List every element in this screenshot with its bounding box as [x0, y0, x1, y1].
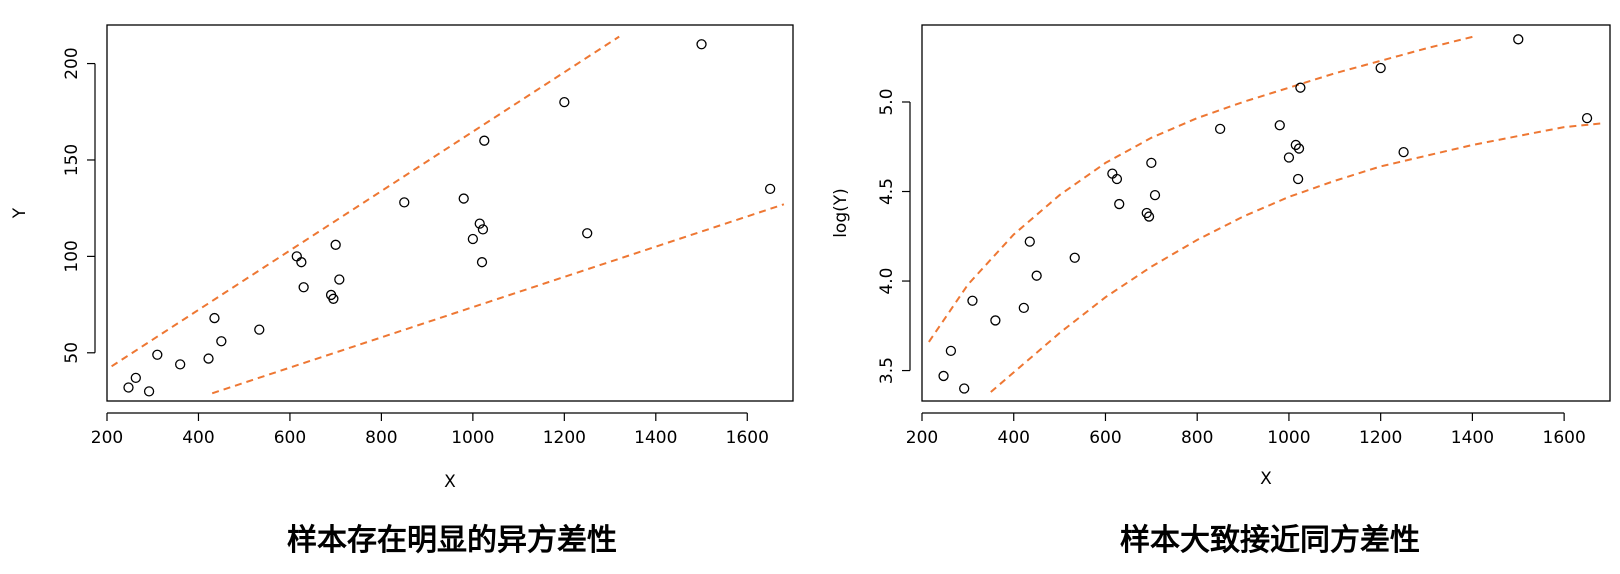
x-tick-label: 800 — [365, 428, 397, 448]
y-tick-label: 200 — [62, 47, 82, 79]
x-tick-label: 400 — [182, 428, 214, 448]
lower-bound-line — [990, 122, 1601, 393]
data-point — [298, 282, 309, 293]
data-point — [1146, 157, 1157, 169]
data-point — [152, 349, 163, 360]
data-point — [328, 293, 339, 304]
data-point — [477, 224, 489, 235]
data-point — [130, 372, 141, 384]
data-point — [945, 345, 957, 357]
data-point — [1114, 198, 1125, 210]
x-tick-label: 1200 — [1359, 428, 1402, 448]
y-tick-label: 50 — [62, 342, 82, 364]
chart-caption: 样本存在明显的异方差性 — [287, 523, 617, 558]
data-point — [203, 353, 214, 364]
data-point — [1031, 270, 1042, 281]
data-point — [1290, 139, 1301, 151]
y-axis-title: log(Y) — [831, 188, 851, 238]
x-tick-label: 1200 — [543, 428, 586, 448]
data-point — [1295, 82, 1306, 93]
data-point — [559, 96, 570, 108]
data-point — [143, 386, 155, 397]
x-tick-label: 1000 — [1267, 428, 1310, 448]
upper-bound-line — [111, 35, 620, 368]
data-point — [1274, 120, 1285, 131]
data-point — [209, 312, 220, 324]
data-point — [334, 274, 345, 285]
x-tick-label: 1400 — [1451, 428, 1494, 448]
data-point — [1513, 34, 1524, 45]
data-point — [764, 183, 776, 195]
y-tick-label: 5.0 — [877, 88, 897, 115]
data-point — [582, 228, 593, 239]
data-point — [1214, 123, 1226, 134]
chart-panel-right: 200 400 600 800 1000 1200 1400 1600 3.5 4.0 4.5 5.0… — [831, 24, 1611, 558]
y-axis-title: Y — [10, 207, 30, 219]
x-tick-label: 1400 — [634, 428, 677, 448]
data-point — [1398, 146, 1409, 158]
chart-caption: 样本大致接近同方差性 — [1120, 523, 1420, 558]
data-point — [938, 370, 949, 382]
data-point — [1018, 302, 1029, 314]
x-axis-title: X — [444, 472, 456, 492]
data-point — [696, 39, 707, 50]
data-point — [959, 383, 970, 394]
data-point — [1283, 152, 1295, 163]
data-point — [330, 239, 341, 250]
y-tick-label: 3.5 — [877, 357, 897, 384]
x-tick-label: 800 — [1181, 428, 1213, 448]
plot-frame — [106, 24, 794, 402]
data-point — [296, 257, 307, 268]
x-axis-title: X — [1260, 469, 1272, 489]
x-tick-label: 200 — [906, 428, 938, 448]
data-point — [990, 315, 1001, 326]
data-point — [175, 359, 186, 370]
data-point — [476, 257, 488, 268]
data-point — [458, 193, 469, 204]
data-point — [474, 218, 485, 229]
x-tick-label: 1600 — [726, 428, 769, 448]
chart-panel-left: 200 400 600 800 1000 1200 1400 1600 50 100 150 200 X… — [10, 24, 794, 558]
data-point — [1292, 173, 1304, 185]
data-point — [254, 324, 265, 335]
lower-bound-line — [211, 203, 785, 395]
x-tick-label: 600 — [274, 428, 306, 448]
data-point — [1293, 143, 1305, 154]
y-tick-label: 150 — [62, 144, 82, 176]
upper-bound-line — [928, 34, 1478, 343]
data-point — [216, 336, 227, 347]
data-point — [467, 233, 479, 245]
data-point — [1149, 189, 1161, 201]
data-point — [291, 251, 302, 262]
data-point — [1111, 173, 1123, 185]
x-tick-label: 1600 — [1543, 428, 1586, 448]
data-point — [967, 295, 978, 306]
y-tick-label: 100 — [62, 240, 82, 272]
plot-frame — [921, 24, 1611, 402]
data-point — [399, 197, 410, 208]
x-tick-label: 600 — [1089, 428, 1121, 448]
data-point — [1581, 112, 1593, 124]
data-point — [479, 135, 490, 146]
data-point — [1143, 211, 1155, 222]
data-point — [1069, 252, 1080, 263]
x-tick-label: 200 — [91, 428, 123, 448]
data-point — [123, 382, 134, 393]
data-point — [1024, 236, 1035, 247]
x-tick-label: 1000 — [451, 428, 494, 448]
y-tick-label: 4.0 — [877, 268, 897, 295]
data-point — [1375, 62, 1386, 74]
y-tick-label: 4.5 — [877, 178, 897, 205]
x-tick-label: 400 — [998, 428, 1030, 448]
